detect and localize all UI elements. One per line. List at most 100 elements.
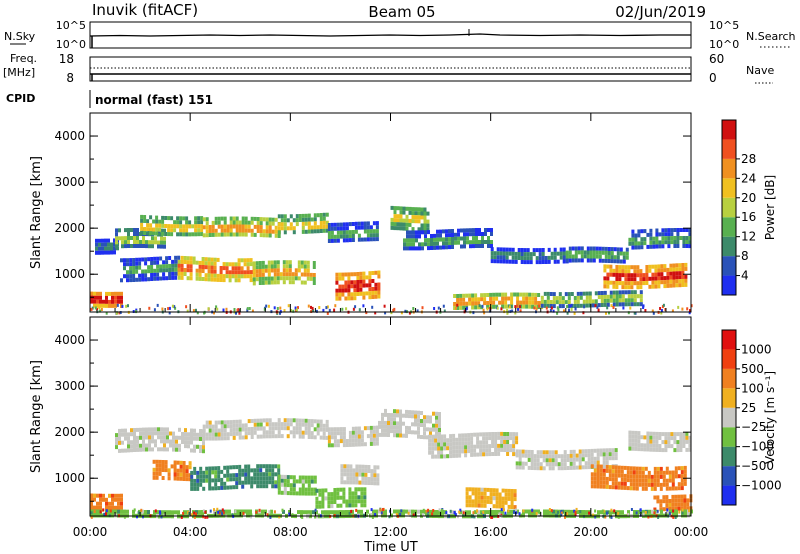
range-cell (556, 259, 560, 264)
range-cell (190, 440, 193, 445)
range-cell (160, 228, 163, 233)
colorbar-tick-label: −100 (741, 440, 774, 454)
range-cell (277, 434, 281, 439)
range-cell (631, 434, 635, 439)
range-cell (418, 242, 421, 247)
range-cell (262, 418, 266, 423)
range-cell (605, 460, 609, 465)
range-cell (333, 500, 337, 504)
range-cell (466, 228, 469, 233)
range-cell (636, 294, 640, 299)
range-cell (505, 255, 509, 260)
range-cell (673, 240, 677, 244)
range-cell (514, 259, 518, 264)
range-cell (572, 457, 576, 462)
x-tick-label: 16:00 (473, 525, 508, 539)
range-cell (409, 230, 412, 235)
range-cell (671, 494, 675, 499)
range-cell (464, 445, 468, 450)
range-cell (659, 307, 662, 310)
range-cell (428, 434, 432, 439)
range-cell (152, 475, 156, 480)
range-cell (682, 440, 686, 444)
range-cell (671, 506, 675, 511)
range-cell (235, 311, 237, 315)
range-cell (369, 229, 373, 234)
y-tick-label: 2000 (54, 221, 85, 235)
range-cell (138, 273, 142, 278)
range-cell (204, 273, 208, 278)
range-cell (165, 260, 169, 265)
range-cell (678, 275, 682, 280)
range-cell (289, 430, 293, 435)
range-cell (381, 428, 384, 433)
range-cell (636, 285, 640, 290)
range-cell (371, 295, 375, 299)
range-cell (402, 226, 406, 231)
range-cell (608, 448, 612, 453)
range-cell (583, 250, 587, 255)
range-cell (105, 501, 108, 506)
range-cell (139, 427, 142, 432)
range-cell (99, 493, 102, 498)
range-cell (173, 476, 177, 481)
range-cell (321, 492, 325, 497)
velocity-echo-region (202, 418, 329, 441)
range-cell (579, 295, 583, 300)
range-cell (336, 226, 340, 231)
range-cell (322, 220, 326, 225)
range-cell (610, 255, 614, 260)
range-cell (507, 504, 511, 509)
range-cell (322, 427, 326, 432)
range-cell (238, 464, 242, 469)
range-cell (618, 265, 622, 270)
range-cell (426, 415, 429, 420)
range-cell (556, 306, 559, 310)
range-cell (252, 281, 256, 286)
range-cell (571, 246, 575, 251)
range-cell (592, 258, 596, 263)
range-cell (412, 234, 415, 239)
range-cell (451, 241, 454, 245)
date-title: 02/Jun/2019 (615, 3, 706, 21)
range-cell (399, 413, 402, 418)
range-cell (664, 432, 668, 437)
range-cell (274, 217, 278, 222)
range-cell (504, 511, 507, 515)
range-cell (390, 225, 394, 230)
range-cell (298, 418, 302, 423)
range-cell (208, 225, 212, 229)
range-cell (475, 240, 478, 244)
range-cell (182, 477, 186, 481)
range-cell (267, 260, 271, 265)
range-cell (366, 229, 370, 234)
range-cell (173, 224, 177, 229)
range-cell (645, 277, 649, 281)
range-cell (613, 259, 617, 264)
range-cell (431, 512, 434, 516)
range-cell (357, 495, 361, 500)
range-cell (222, 278, 226, 283)
freq-label: Freq. (10, 52, 37, 65)
velocity-echo-region (152, 459, 192, 482)
range-cell (240, 274, 244, 279)
range-cell (674, 498, 678, 503)
range-cell (125, 304, 128, 308)
range-cell (449, 450, 453, 455)
range-cell (189, 260, 193, 265)
range-cell (221, 508, 224, 512)
range-cell (105, 303, 108, 308)
range-cell (255, 261, 259, 266)
range-cell (229, 428, 233, 433)
range-cell (163, 431, 166, 436)
range-cell (339, 226, 343, 231)
range-cell (195, 510, 198, 515)
range-cell (217, 486, 221, 491)
range-cell (194, 232, 198, 237)
range-cell (358, 472, 362, 477)
range-cell (593, 476, 597, 481)
range-cell (442, 245, 445, 250)
range-cell (173, 472, 177, 477)
range-cell (118, 432, 121, 437)
range-cell (357, 487, 361, 492)
